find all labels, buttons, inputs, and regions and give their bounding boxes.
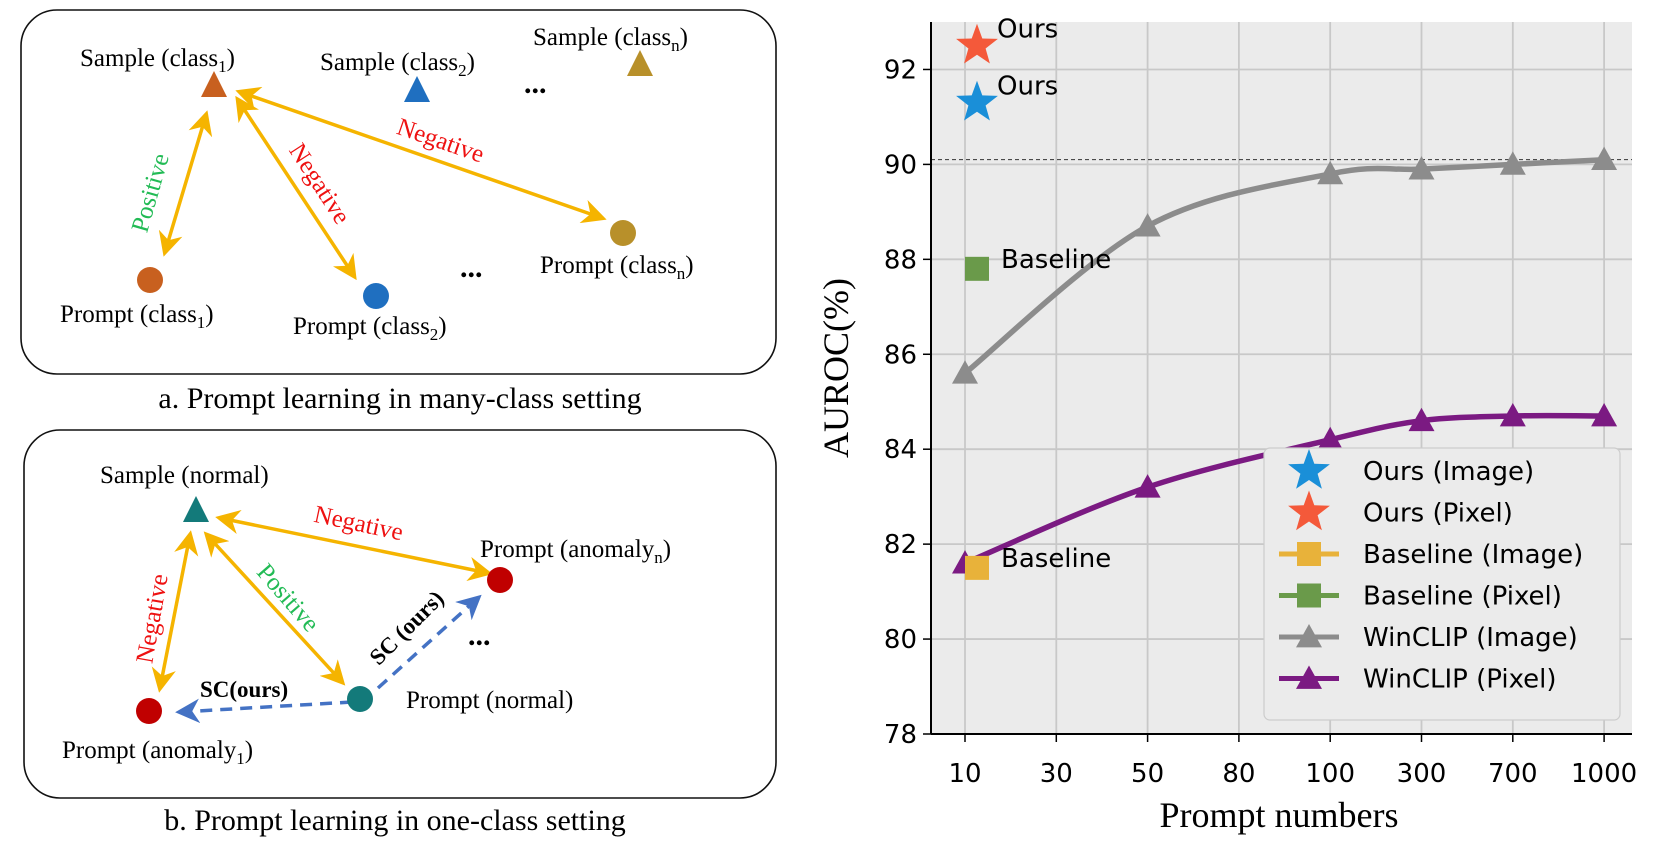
x-tick-label: 30 — [1040, 759, 1073, 789]
y-axis-title: AUROC(%) — [816, 278, 856, 458]
single-point-star — [956, 23, 998, 64]
prompt-class1-marker — [137, 267, 163, 293]
prompt-class1-label: Prompt (class1) — [60, 301, 214, 332]
panel-a: Positive Negative Negative Sample (class… — [20, 9, 777, 415]
legend-label: WinCLIP (Pixel) — [1363, 665, 1557, 695]
x-tick-label: 50 — [1131, 759, 1164, 789]
legend-marker — [1296, 624, 1322, 648]
y-tick-label: 82 — [884, 530, 917, 560]
x-tick-label: 10 — [948, 759, 981, 789]
single-point-star — [956, 80, 998, 121]
ellipsis-b: ... — [468, 619, 491, 652]
y-tick-label: 78 — [884, 720, 917, 750]
legend-marker — [1288, 490, 1330, 531]
chart-single-points: Ours Ours Baseline Baseline — [956, 15, 1111, 580]
legend-label: Baseline (Image) — [1363, 540, 1583, 570]
ellipsis-samples: ... — [524, 67, 547, 100]
edge-negative-b-top — [215, 509, 493, 582]
single-point-square — [965, 555, 989, 580]
series-point — [1499, 402, 1526, 427]
legend-label: Ours (Image) — [1363, 457, 1534, 487]
edge-label-positive-a: Positive — [127, 150, 175, 235]
panel-b-frame — [23, 429, 777, 799]
sample-class2-label: Sample (class2) — [320, 49, 475, 80]
prompt-classn-marker — [610, 220, 636, 246]
prompt-anomalyn-label: Prompt (anomalyn) — [480, 536, 671, 567]
prompt-class2-label: Prompt (class2) — [293, 313, 447, 344]
legend: Ours (Image) Ours (Pixel) Baseline (Image)… — [1263, 447, 1621, 721]
series-point — [1591, 146, 1618, 171]
x-tick-label: 700 — [1488, 759, 1538, 789]
y-tick-label: 90 — [884, 150, 917, 180]
x-tick-label: 80 — [1222, 759, 1255, 789]
x-tick-label: 1000 — [1571, 759, 1637, 789]
edge-label-sc-n: SC (ours) — [365, 586, 449, 670]
y-tick-label: 92 — [884, 55, 917, 85]
series-point — [1408, 407, 1435, 432]
series-point — [1134, 213, 1161, 237]
edge-sc-1 — [175, 698, 353, 724]
edge-label-sc-1: SC(ours) — [200, 677, 288, 702]
y-tick-label: 84 — [884, 435, 917, 465]
prompt-classn-label: Prompt (classn) — [540, 252, 694, 283]
prompt-class2-marker — [363, 283, 389, 309]
x-tick-label: 300 — [1397, 759, 1447, 789]
series-point — [1134, 474, 1161, 498]
single-point-annotation: Baseline — [1001, 245, 1111, 275]
x-tick-label: 100 — [1305, 759, 1355, 789]
chart: 10 30 50 80 100 300 700 1000 78 80 82 84 86 88 90 92 Ou… — [816, 15, 1637, 835]
edge-negative-b-left — [151, 530, 199, 693]
ellipsis-prompts: ... — [460, 251, 483, 284]
legend-box — [1263, 447, 1621, 721]
edge-positive-b — [203, 531, 346, 686]
single-point-annotation: Baseline — [1001, 544, 1111, 574]
legend-marker — [1296, 665, 1322, 689]
edge-label-positive-b: Positive — [251, 559, 324, 638]
prompt-anomaly1-label: Prompt (anomaly1) — [62, 737, 253, 768]
legend-marker — [1288, 449, 1330, 489]
sample-classn-label: Sample (classn) — [533, 24, 688, 55]
sample-classn-marker — [627, 50, 653, 76]
series-point — [1591, 402, 1618, 427]
prompt-anomaly1-marker — [136, 698, 162, 724]
series-point — [952, 360, 978, 384]
caption-b: b. Prompt learning in one-class setting — [164, 804, 626, 837]
single-point-square — [965, 256, 989, 281]
single-point-annotation: Ours — [997, 15, 1058, 45]
legend-label: Ours (Pixel) — [1363, 499, 1513, 529]
sample-normal-label: Sample (normal) — [100, 462, 269, 489]
x-axis-title: Prompt numbers — [1160, 795, 1399, 835]
single-point-annotation: Ours — [997, 72, 1058, 102]
sample-class1-marker — [201, 71, 227, 97]
chart-series — [952, 146, 1618, 574]
sample-class1-label: Sample (class1) — [80, 45, 235, 76]
prompt-normal-label: Prompt (normal) — [406, 687, 573, 714]
series-point — [1408, 156, 1435, 180]
legend-marker — [1297, 583, 1321, 608]
panel-a-frame — [20, 9, 777, 375]
sample-normal-marker — [183, 496, 209, 522]
legend-label: WinCLIP (Image) — [1363, 623, 1578, 653]
panel-b: Negative Positive Negative SC(ours) SC (… — [23, 429, 777, 837]
edge-sc-n — [376, 594, 482, 690]
legend-marker — [1297, 542, 1321, 566]
y-tick-label: 80 — [884, 625, 917, 655]
series-point — [1317, 160, 1344, 185]
caption-a: a. Prompt learning in many-class setting — [158, 382, 641, 415]
edge-positive-a — [158, 110, 213, 257]
prompt-normal-marker — [347, 686, 373, 712]
sample-class2-marker — [404, 76, 430, 102]
series-point — [1499, 151, 1526, 175]
legend-label: Baseline (Pixel) — [1363, 582, 1562, 612]
y-tick-label: 88 — [884, 245, 917, 275]
chart-ticks: 10 30 50 80 100 300 700 1000 78 80 82 84 86 88 90 92 — [884, 55, 1637, 789]
edge-negative-a2 — [235, 86, 607, 224]
prompt-anomalyn-marker — [487, 567, 513, 593]
y-tick-label: 86 — [884, 340, 917, 370]
series-point — [1317, 426, 1344, 451]
